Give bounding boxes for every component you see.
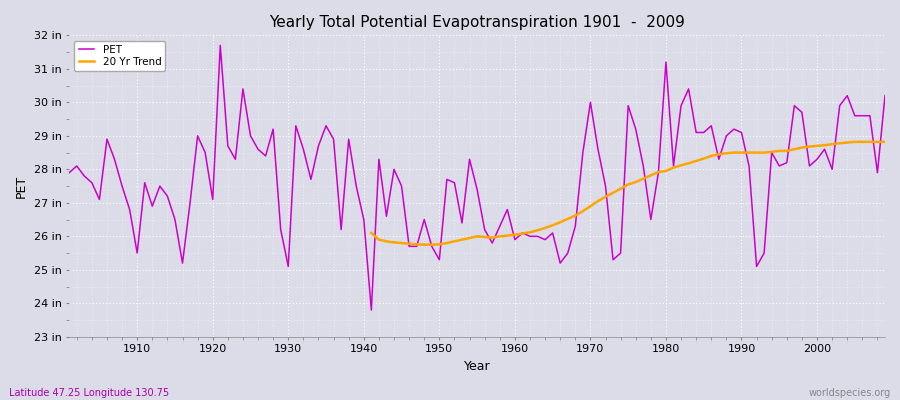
PET — [525, 234, 535, 239]
20 Yr Trend — [472, 234, 482, 239]
Text: worldspecies.org: worldspecies.org — [809, 388, 891, 398]
20 Yr Trend — [872, 140, 883, 144]
20 Yr Trend — [456, 237, 467, 242]
PET — [879, 93, 890, 98]
PET — [124, 207, 135, 212]
PET — [366, 308, 377, 312]
PET — [298, 147, 309, 152]
PET — [616, 251, 626, 256]
Y-axis label: PET: PET — [15, 174, 28, 198]
20 Yr Trend — [879, 140, 890, 144]
Line: PET: PET — [69, 45, 885, 310]
PET — [517, 230, 527, 235]
Line: 20 Yr Trend: 20 Yr Trend — [372, 142, 885, 245]
X-axis label: Year: Year — [464, 360, 490, 373]
PET — [215, 43, 226, 48]
20 Yr Trend — [418, 242, 429, 247]
Text: Latitude 47.25 Longitude 130.75: Latitude 47.25 Longitude 130.75 — [9, 388, 169, 398]
Title: Yearly Total Potential Evapotranspiration 1901  -  2009: Yearly Total Potential Evapotranspiratio… — [269, 15, 685, 30]
20 Yr Trend — [766, 150, 777, 154]
Legend: PET, 20 Yr Trend: PET, 20 Yr Trend — [75, 40, 166, 71]
PET — [343, 137, 354, 142]
20 Yr Trend — [850, 140, 860, 144]
20 Yr Trend — [668, 165, 679, 170]
20 Yr Trend — [366, 230, 377, 235]
20 Yr Trend — [404, 241, 415, 246]
PET — [64, 170, 75, 175]
